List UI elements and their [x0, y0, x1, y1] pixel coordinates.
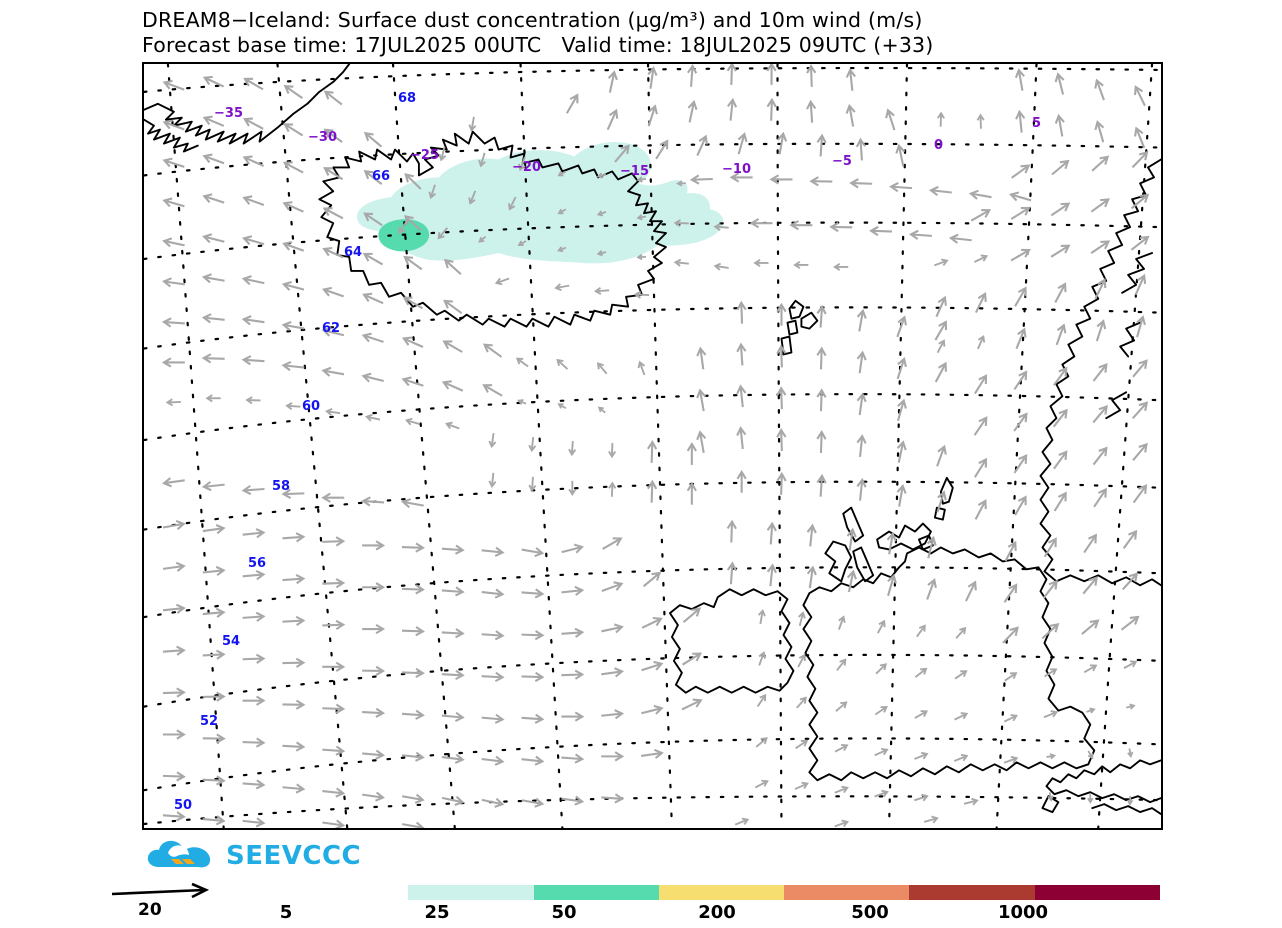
colorbar-tick-labels: 5 25 50 200 500 1000 [279, 902, 1160, 928]
dust-colorbar [283, 885, 1160, 900]
faroe-island-3 [786, 319, 799, 336]
outer-hebrides-north [842, 506, 865, 543]
scotland-west-coast [824, 540, 853, 583]
shetland-islands [939, 476, 954, 505]
norway-fjord-2 [1119, 321, 1142, 358]
small-island-nw-europe [1041, 795, 1060, 814]
colorbar-tick-50: 50 [551, 902, 577, 923]
map-plot-area: 68 66 64 62 60 58 56 54 52 50 −35 −30 −2… [142, 62, 1163, 830]
norway-fjord-1 [1121, 252, 1153, 294]
graticule-lines [144, 64, 1161, 828]
greenland-fjords [144, 118, 199, 153]
norway-fjord-3 [1105, 391, 1128, 420]
colorbar-segment [784, 885, 910, 900]
faroe-island-2 [800, 311, 819, 330]
colorbar-segment [658, 885, 785, 900]
norway-coastline [1039, 158, 1161, 587]
map-canvas [144, 64, 1161, 828]
greenland-coastline [144, 64, 351, 145]
colorbar-tick-5: 5 [279, 902, 293, 923]
faroe-island-1 [788, 299, 805, 320]
seevccc-logo: SEEVCCC [146, 838, 361, 874]
continental-europe-coastline [1045, 759, 1161, 804]
logo-text: SEEVCCC [226, 841, 362, 871]
faroe-island-4 [780, 335, 793, 356]
legend-footer: SEEVCCC 20 5 25 50 200 500 1000 [0, 830, 1282, 925]
dust-concentration-field [356, 141, 724, 264]
ireland-coastline [668, 588, 795, 694]
great-britain-coastline [802, 546, 1096, 782]
shetland-south [933, 506, 946, 521]
scotland-north-coast [876, 522, 932, 551]
chart-title-line-1: DREAM8−Iceland: Surface dust concentrati… [142, 8, 923, 32]
chart-title-line-2: Forecast base time: 17JUL2025 00UTC Vali… [142, 33, 934, 57]
outer-hebrides-south [852, 546, 875, 583]
colorbar-segment [1034, 885, 1160, 900]
colorbar-tick-25: 25 [424, 902, 450, 923]
colorbar-segment [408, 885, 534, 900]
colorbar-segment [283, 885, 409, 900]
colorbar-segment [533, 885, 659, 900]
colorbar-tick-1000: 1000 [997, 902, 1049, 923]
netherlands-coastline [1091, 803, 1161, 816]
colorbar-tick-500: 500 [851, 902, 889, 923]
cloud-icon [146, 839, 218, 873]
chart-title-block: DREAM8−Iceland: Surface dust concentrati… [142, 8, 1282, 58]
wind-reference-arrow [111, 882, 210, 899]
colorbar-tick-200: 200 [698, 902, 736, 923]
wind-reference-label: 20 [138, 900, 162, 920]
colorbar-segment [909, 885, 1035, 900]
